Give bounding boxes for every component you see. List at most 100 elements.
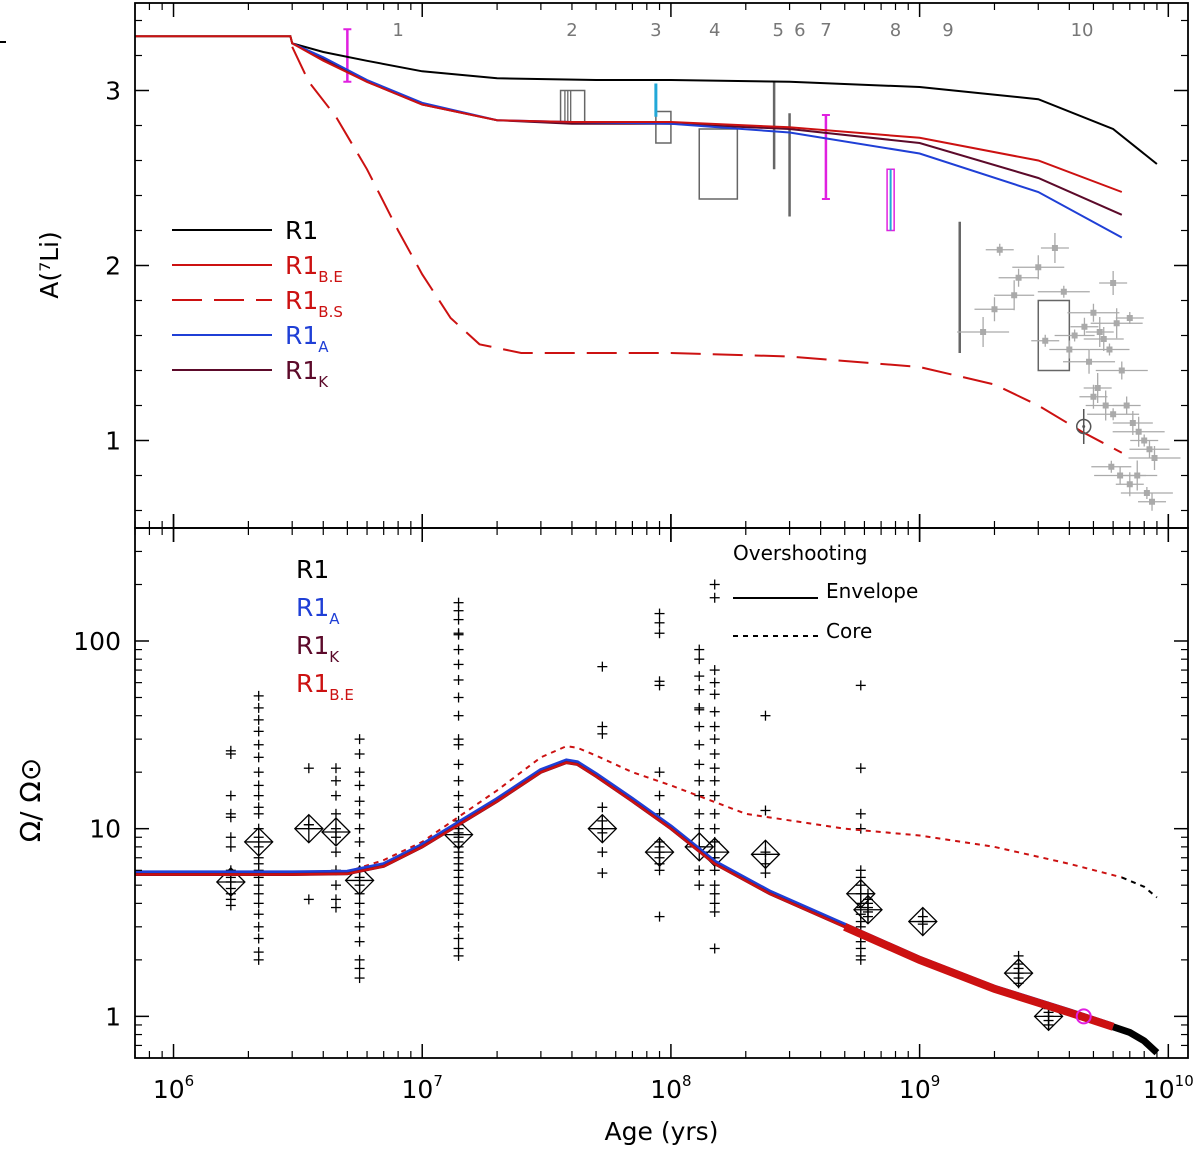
cluster-9-star-9 xyxy=(709,763,720,774)
li-curve-4 xyxy=(291,46,1123,454)
cluster-median-14 xyxy=(1003,958,1034,989)
field-star-marker xyxy=(1102,402,1109,409)
cluster-8-star-9 xyxy=(694,775,705,786)
xtick-label-4: 1010 xyxy=(1143,1072,1194,1104)
field-star-5 xyxy=(1067,303,1120,322)
field-star-33 xyxy=(1138,492,1167,511)
sun-lithium-point xyxy=(1075,409,1092,444)
field-star-marker xyxy=(1118,367,1125,374)
cluster-7-star-4 xyxy=(654,680,665,691)
cluster-median-7 xyxy=(644,837,675,868)
field-star-marker xyxy=(1151,455,1158,461)
cluster-median-13 xyxy=(907,906,938,937)
field-star-9 xyxy=(1070,317,1099,336)
cluster-9-star-11 xyxy=(709,790,720,801)
magenta-bar-1 xyxy=(821,114,830,200)
cluster-5-star-31 xyxy=(453,909,464,920)
field-star-marker xyxy=(1042,337,1049,344)
cluster-3-star-6 xyxy=(330,847,341,858)
cluster-9-star-17 xyxy=(709,880,720,891)
cluster-5-star-9 xyxy=(453,710,464,721)
overshooting-title: Overshooting xyxy=(733,541,867,565)
field-star-10 xyxy=(1083,327,1124,351)
field-star-marker xyxy=(1110,280,1117,286)
bot-ytick-label-1: 10 xyxy=(89,815,121,844)
field-star-marker xyxy=(1126,481,1133,488)
cluster-0-star-5 xyxy=(225,832,236,843)
cluster-0-star-13 xyxy=(225,900,236,911)
cluster-5-star-11 xyxy=(453,739,464,750)
cluster-1-star-8 xyxy=(253,790,264,801)
bottom-legend-label-0: R1 xyxy=(296,555,329,584)
cluster-1-star-21 xyxy=(253,909,264,920)
field-star-36 xyxy=(1031,334,1060,347)
cluster-4-star-1 xyxy=(354,748,365,759)
field-star-27 xyxy=(1083,373,1112,403)
field-star-31 xyxy=(1117,460,1158,491)
cluster-9-star-20 xyxy=(709,906,720,917)
cluster-8-star-8 xyxy=(694,759,705,770)
cluster-8-star-10 xyxy=(694,790,705,801)
cluster-11-star-0 xyxy=(855,680,866,691)
li-curve-0 xyxy=(135,35,1158,165)
cluster-4-star-13 xyxy=(354,898,365,909)
cluster-1-star-6 xyxy=(253,767,264,778)
cluster-1-star-23 xyxy=(253,933,264,944)
cluster-4-star-7 xyxy=(354,836,365,847)
sun-dot xyxy=(1082,425,1086,428)
cluster-4-star-5 xyxy=(354,808,365,819)
field-star-marker xyxy=(1060,288,1067,295)
cluster-5-star-15 xyxy=(453,802,464,813)
field-star-4 xyxy=(1054,329,1095,342)
cluster-5-star-2 xyxy=(453,614,464,625)
core-curve xyxy=(135,745,1123,879)
cluster-8-star-11 xyxy=(694,808,705,819)
cluster-10-star-0 xyxy=(760,710,771,721)
cluster-9-star-6 xyxy=(709,721,720,732)
cluster-8-star-1 xyxy=(694,654,705,665)
field-star-marker xyxy=(1106,346,1113,353)
cluster-4-star-3 xyxy=(354,780,365,791)
cluster-0-star-6 xyxy=(225,841,236,852)
cluster-11-star-17 xyxy=(855,954,866,965)
cluster-0-star-1 xyxy=(225,748,236,759)
cluster-8-star-0 xyxy=(694,644,705,655)
cluster-7-star-14 xyxy=(654,911,665,922)
field-star-marker xyxy=(1123,402,1130,409)
field-star-marker xyxy=(1090,393,1097,400)
bot-ytick-label-0: 1 xyxy=(105,1002,121,1031)
cluster-5-star-35 xyxy=(453,950,464,961)
envelope-curve-old xyxy=(1111,1023,1160,1056)
cluster-1-star-0 xyxy=(253,690,264,701)
cluster-1-star-5 xyxy=(253,752,264,763)
field-star-marker xyxy=(1146,446,1153,453)
cluster-5-star-4 xyxy=(453,629,464,640)
cluster-9-star-10 xyxy=(709,775,720,786)
cluster-1-star-18 xyxy=(253,880,264,891)
cluster-label-9: 10 xyxy=(1071,20,1094,41)
cluster-0-star-2 xyxy=(225,790,236,801)
cluster-10-star-1 xyxy=(760,805,771,816)
field-star-marker xyxy=(1071,332,1078,339)
cluster-9-star-12 xyxy=(709,808,720,819)
cluster-8-star-6 xyxy=(694,721,705,732)
field-star-marker xyxy=(1035,264,1042,271)
cluster-3-star-8 xyxy=(330,880,341,891)
bottom-legend-label-1: R1A xyxy=(296,593,340,628)
li-curve-2 xyxy=(291,42,1123,239)
cluster-1-star-1 xyxy=(253,702,264,713)
top-legend-label-0: R1 xyxy=(285,216,318,245)
field-star-marker xyxy=(1011,292,1018,299)
cluster-9-star-1 xyxy=(709,592,720,603)
cluster-1-star-10 xyxy=(253,808,264,819)
field-star-32 xyxy=(1120,487,1173,499)
cluster-9-star-7 xyxy=(709,734,720,745)
sun-rotation-marker xyxy=(1075,1008,1092,1025)
cluster-5-star-5 xyxy=(453,644,464,655)
cluster-11-star-3 xyxy=(855,823,866,834)
field-star-26 xyxy=(1128,446,1181,470)
cluster-5-star-28 xyxy=(453,880,464,891)
cluster-median-10 xyxy=(750,839,781,870)
cluster-8-star-5 xyxy=(694,704,705,715)
cluster-1-star-19 xyxy=(253,888,264,899)
